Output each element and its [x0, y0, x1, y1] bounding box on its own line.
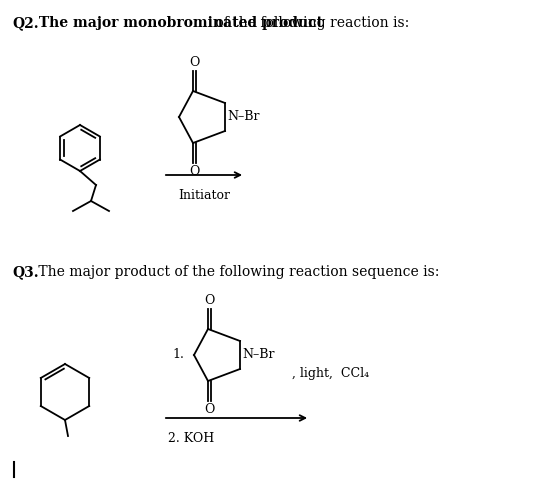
Text: O: O: [189, 165, 199, 178]
Text: O: O: [189, 56, 199, 69]
Text: Initiator: Initiator: [178, 189, 230, 202]
Text: 2. KOH: 2. KOH: [168, 432, 214, 445]
Text: Q3.: Q3.: [12, 265, 39, 279]
Text: 1.: 1.: [172, 349, 184, 361]
Text: O: O: [204, 294, 214, 307]
Text: The major monobrominated product: The major monobrominated product: [34, 16, 323, 30]
Text: of the following reaction is:: of the following reaction is:: [211, 16, 409, 30]
Text: The major product of the following reaction sequence is:: The major product of the following react…: [34, 265, 439, 279]
Text: , light,  CCl₄: , light, CCl₄: [292, 367, 369, 379]
Text: O: O: [204, 403, 214, 416]
Text: Q2.: Q2.: [12, 16, 39, 30]
Text: N–Br: N–Br: [242, 349, 275, 361]
Text: N–Br: N–Br: [227, 111, 259, 124]
